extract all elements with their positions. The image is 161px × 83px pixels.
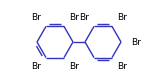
Text: Br: Br bbox=[117, 13, 127, 22]
Text: Br: Br bbox=[31, 62, 41, 71]
Text: Br: Br bbox=[117, 62, 127, 71]
Text: Br: Br bbox=[79, 13, 89, 22]
Text: Br: Br bbox=[69, 62, 79, 71]
Text: Br: Br bbox=[131, 38, 141, 46]
Text: Br: Br bbox=[69, 13, 79, 22]
Text: Br: Br bbox=[31, 13, 41, 22]
